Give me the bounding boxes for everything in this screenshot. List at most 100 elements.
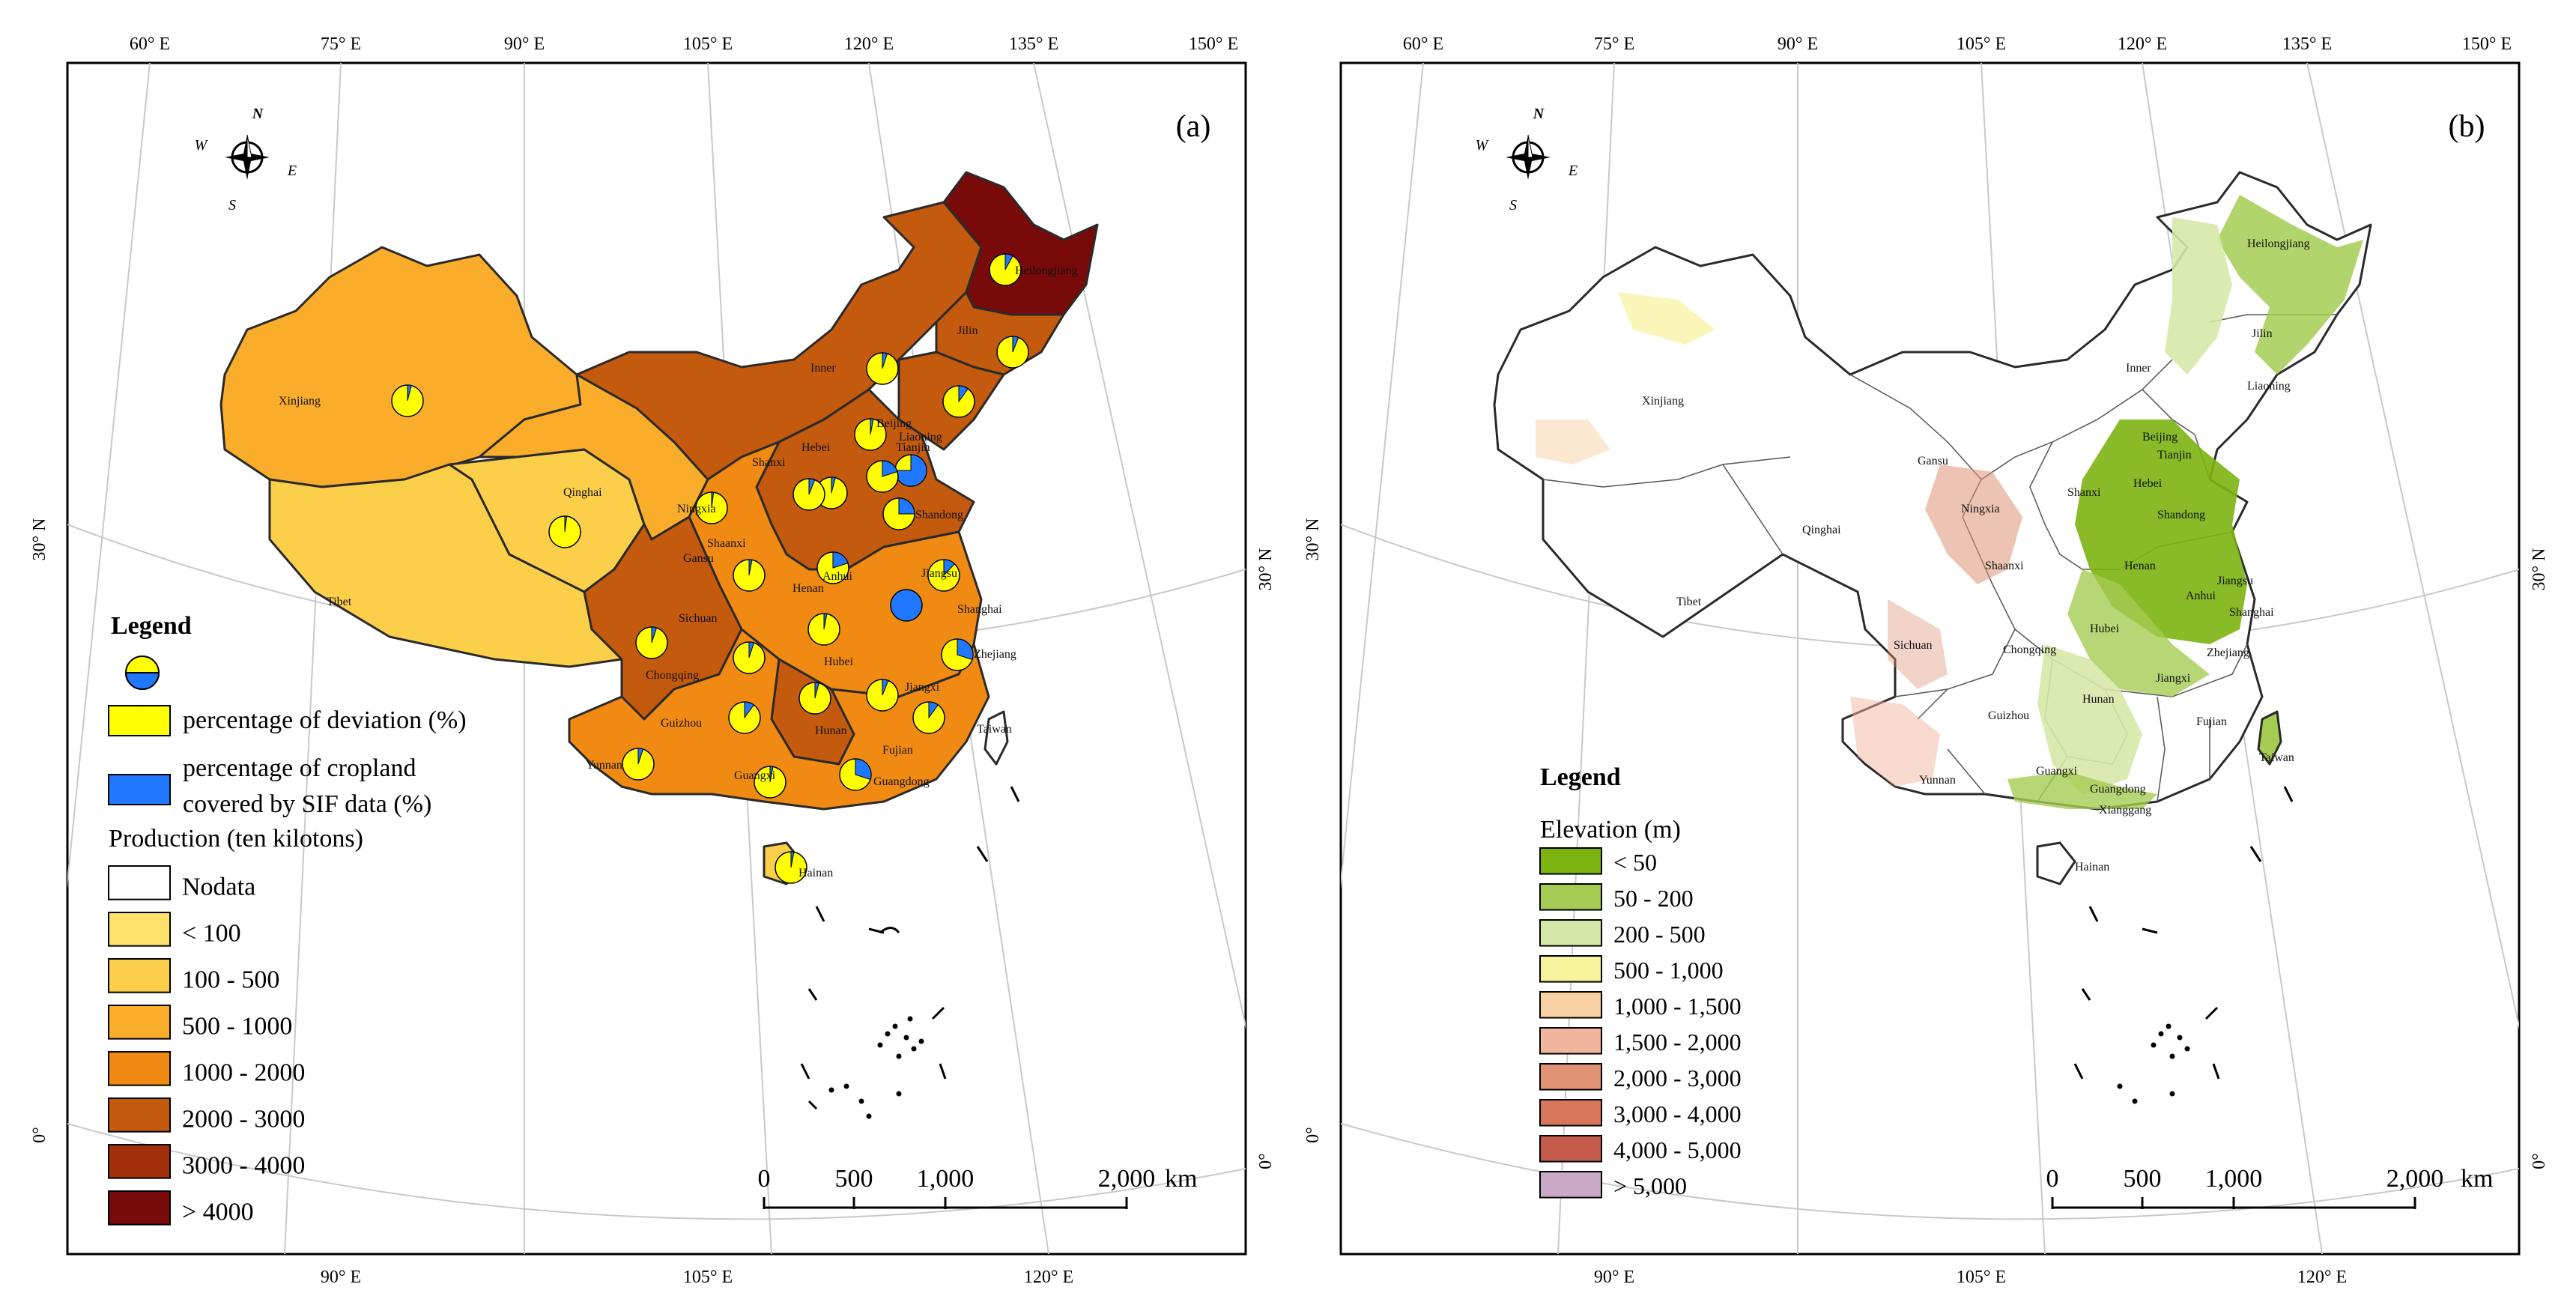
legend-class-label: 50 - 200 (1613, 885, 1694, 912)
province-label: Xinjiang (279, 395, 321, 408)
legend-class-label: 200 - 500 (1613, 921, 1706, 948)
province-pie-slice (744, 701, 755, 719)
province-label: Guizhou (1988, 709, 2029, 722)
province-label: Shandong (2157, 509, 2205, 521)
scale-bar-tick-label: 0 (2046, 1165, 2059, 1193)
legend-swatch (108, 1051, 171, 1086)
legend-swatch (1539, 955, 1602, 983)
compass: N S E W (195, 106, 297, 214)
province-pie-slice (823, 613, 828, 630)
elevation-hills-south (2037, 644, 2142, 794)
panel-b: Heilongjiang Jilin Inner Liaoning Xinjiang Ga… (1303, 34, 2549, 1287)
elevation-loess (1925, 464, 2022, 584)
legend: Legend percentage of deviation (%) perce… (108, 612, 467, 1226)
province-label: Inner (810, 362, 836, 375)
province-label: Hubei (824, 655, 854, 668)
province-label: Guangxi (2036, 765, 2078, 778)
province-labels-b: Heilongjiang Jilin Inner Liaoning Xinjiang Ga… (1642, 237, 2310, 873)
legend-class-label: 100 - 500 (182, 966, 279, 993)
province-label: Heilongjiang (1015, 264, 1078, 277)
panel-b-graticule (1341, 63, 2519, 1254)
legend-class-label: < 50 (1613, 849, 1657, 876)
compass-b: N S E W (1476, 106, 1578, 214)
province-label: Heilongjiang (2247, 237, 2310, 250)
elevation-manchuria (2165, 217, 2232, 375)
right-tick-label: 30° N (1256, 548, 1276, 591)
legend-class-label: 2,000 - 3,000 (1613, 1065, 1742, 1091)
legend-b-title: Legend (1540, 763, 1621, 791)
province-label: Gansu (1918, 455, 1948, 467)
province-pie-slice (651, 626, 658, 644)
bottom-tick-label: 120° E (1024, 1268, 1073, 1287)
legend-swatch (1539, 991, 1602, 1019)
bottom-tick-label: 120° E (2297, 1268, 2347, 1287)
legend-swatch (108, 1005, 171, 1040)
legend-class-label: > 4000 (182, 1198, 254, 1226)
legend-label-deviation: percentage of deviation (%) (183, 706, 467, 734)
scale-bar-tick-label: 500 (835, 1165, 873, 1193)
legend-swatch (1539, 1171, 1602, 1199)
top-tick-label: 75° E (1594, 34, 1634, 54)
top-tick-label: 135° E (2282, 34, 2332, 54)
legend-production-title: Production (ten kilotons) (109, 825, 363, 853)
province-label: Guangxi (734, 769, 776, 782)
scale-b-unit: km (2461, 1165, 2493, 1193)
province-pie-slice (748, 641, 755, 658)
province-label: Shanxi (2067, 486, 2101, 499)
legend-label-sif-line2: covered by SIF data (%) (183, 790, 431, 818)
province-label: Xinjiang (1642, 395, 1684, 408)
legend-swatch (1539, 1027, 1602, 1055)
left-tick-label: 30° N (30, 518, 49, 561)
scale-bar-tick-label: 0 (758, 1165, 771, 1193)
scale-bar: 0 500 1,000 2,000 km (758, 1165, 1197, 1209)
province-pie-slice (943, 559, 956, 577)
province-pie-slice (832, 551, 849, 569)
compass-b-e: E (1568, 163, 1578, 179)
province-label: Tianjin (2157, 449, 2192, 461)
left-tick-label: 30° N (1303, 518, 1323, 561)
province-label: Hunan (815, 724, 847, 737)
panel-a: Heilongjiang Jilin Inner Liaoning Xinjiang He… (30, 34, 1276, 1287)
province-pie-slice (711, 491, 715, 509)
legend-class-label: > 5,000 (1613, 1172, 1687, 1199)
province-pie-slice (831, 476, 836, 494)
province-label: Tibet (1676, 596, 1702, 608)
elevation-sichuan (1888, 599, 1948, 689)
province-label: Liaoning (2247, 380, 2291, 393)
china-map (219, 171, 1099, 885)
province-label: Hainan (2075, 861, 2109, 873)
province-pie-slice (882, 679, 889, 696)
legend-class-label: 2000 - 3000 (182, 1105, 305, 1133)
axis-ticks-b: 60° E 75° E 90° E 105° E 120° E 135° E 150° E 9… (1303, 34, 2549, 1287)
bottom-tick-label: 105° E (683, 1268, 733, 1287)
top-tick-label: 75° E (321, 34, 361, 54)
pie-charts (391, 253, 1029, 884)
legend-class-label: 1,500 - 2,000 (1613, 1029, 1742, 1056)
province-label: Yunnan (586, 759, 622, 772)
compass-s: S (228, 197, 236, 214)
province-label: Sichuan (1894, 639, 1933, 652)
province-label: Henan (2124, 560, 2156, 572)
province-pie-slice (1004, 253, 1013, 270)
province-pie-slice (898, 497, 915, 515)
right-tick-label: 0° (1256, 1153, 1276, 1169)
legend-swatch (1539, 1063, 1602, 1091)
south-china-sea-islands-b (2073, 786, 2294, 1104)
province-label: Fujian (882, 744, 913, 757)
province-pie-slice (870, 418, 874, 435)
province-pie-slice (790, 851, 795, 868)
province-label: Anhui (2186, 590, 2216, 602)
legend-class-label: 1,000 - 1,500 (1613, 993, 1742, 1020)
province-pie-slice (769, 766, 774, 783)
province-label: Shanghai (957, 603, 1002, 616)
top-tick-label: 60° E (1403, 34, 1443, 54)
province-label: Henan (793, 582, 824, 595)
elevation-yunnan (1850, 697, 1940, 787)
compass-n: N (252, 106, 264, 122)
top-tick-label: 120° E (844, 34, 894, 54)
province-label: Guangdong (873, 775, 930, 788)
province-label: Zhejiang (2207, 647, 2249, 659)
province-pie-slice (407, 384, 412, 402)
province-label: Anhui (822, 570, 853, 583)
